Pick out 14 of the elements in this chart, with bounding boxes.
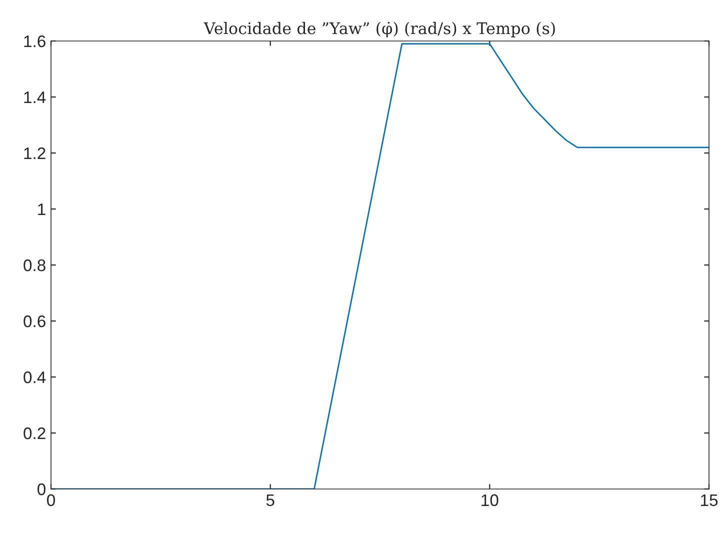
x-tick-label: 0	[47, 494, 55, 506]
x-tick-label: 5	[266, 494, 274, 506]
y-tick-label: 0.2	[24, 427, 46, 440]
y-tick-label: 1.2	[24, 147, 46, 160]
y-tick-label: 0.6	[24, 315, 46, 328]
y-tick-label: 1	[38, 204, 46, 216]
y-tick-label: 0	[38, 483, 46, 496]
x-tick-label: 10	[482, 494, 498, 506]
x-tick-label: 15	[701, 494, 718, 506]
y-tick-label: 0.8	[24, 259, 46, 272]
y-tick-label: 1.6	[24, 35, 46, 48]
chart-title: Velocidade de ”Yaw” (φ̇) (rad/s) x Tempo (s)	[204, 22, 555, 38]
y-tick-label: 1.4	[24, 92, 46, 104]
y-tick-label: 0.4	[24, 371, 46, 384]
